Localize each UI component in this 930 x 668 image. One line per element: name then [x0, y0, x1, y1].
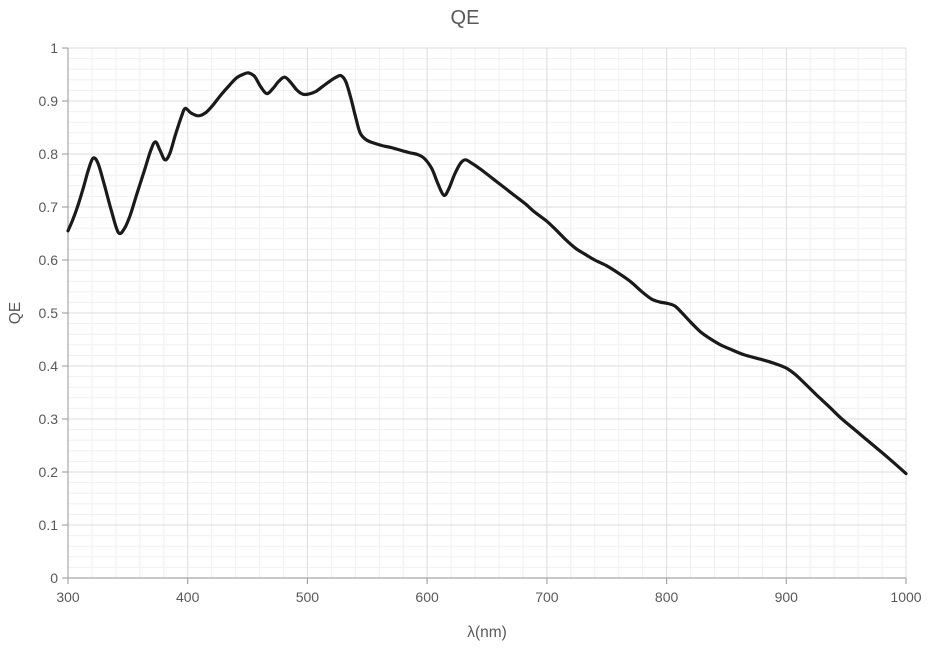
y-tick-label: 0.7	[39, 199, 59, 215]
y-tick-label: 0	[50, 570, 58, 586]
y-tick-label: 0.1	[39, 517, 59, 533]
x-tick-label: 500	[296, 589, 320, 605]
y-tick-label: 0.6	[39, 252, 59, 268]
y-tick-label: 0.8	[39, 146, 59, 162]
x-tick-label: 800	[655, 589, 679, 605]
y-tick-label: 0.9	[39, 93, 59, 109]
x-tick-label: 700	[535, 589, 559, 605]
qe-curve	[66, 71, 908, 476]
x-tick-label: 900	[775, 589, 799, 605]
x-tick-label: 1000	[890, 589, 921, 605]
x-tick-label: 300	[56, 589, 80, 605]
y-tick-label: 1	[50, 40, 58, 56]
y-tick-label: 0.5	[39, 305, 59, 321]
x-tick-label: 400	[176, 589, 200, 605]
x-axis-title: λ(nm)	[467, 624, 507, 641]
chart-title: QE	[450, 7, 480, 29]
x-tick-label: 600	[415, 589, 439, 605]
y-tick-label: 0.4	[39, 358, 59, 374]
y-tick-label: 0.2	[39, 464, 59, 480]
y-tick-label: 0.3	[39, 411, 59, 427]
